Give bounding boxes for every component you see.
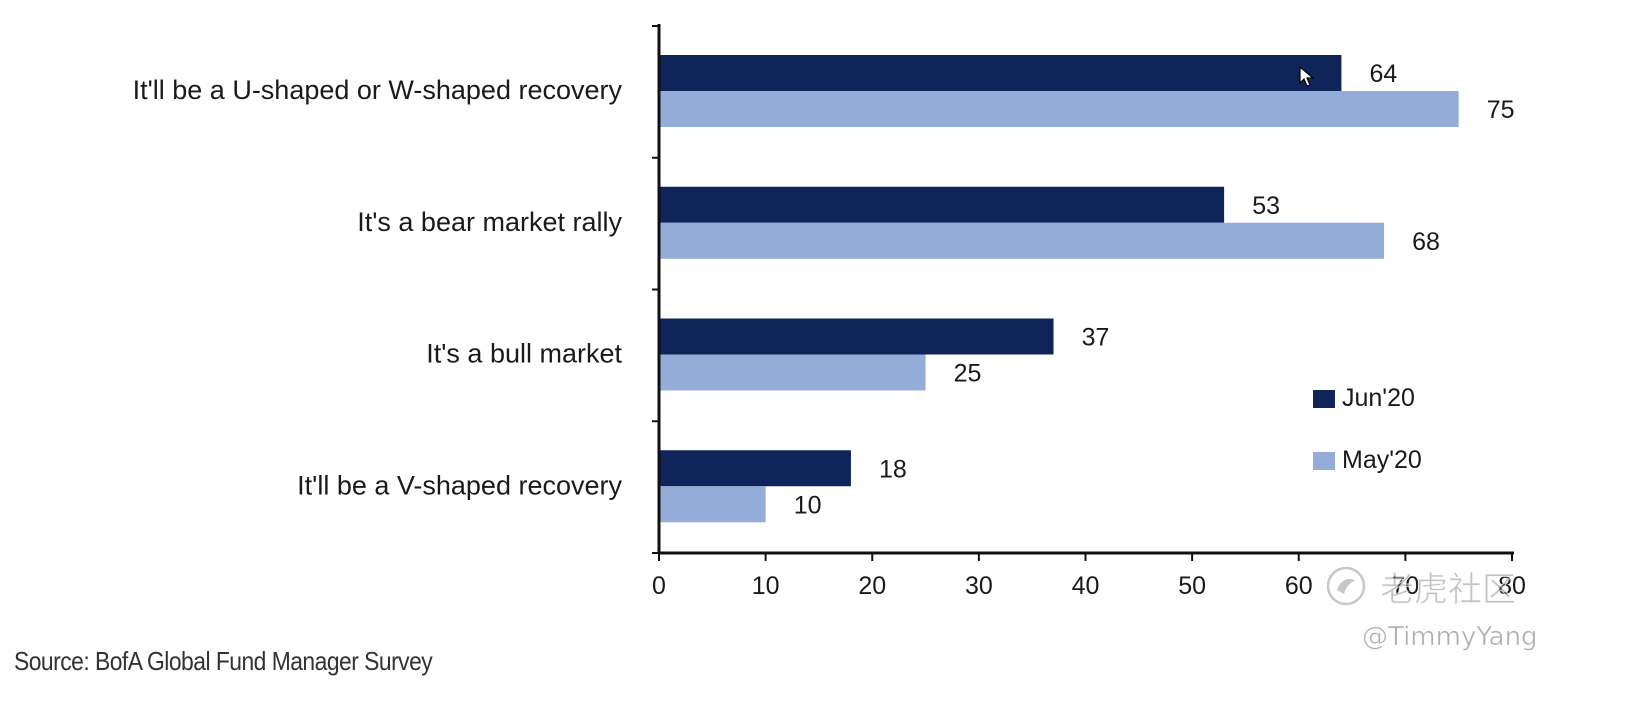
data-label: 64 [1369,60,1397,88]
x-tick-label: 40 [1072,572,1100,600]
data-label: 53 [1252,192,1280,220]
source-note: Source: BofA Global Fund Manager Survey [14,646,433,676]
category-label: It'll be a V-shaped recovery [297,470,622,500]
legend: Jun'20 May'20 [1313,384,1422,474]
legend-label: May'20 [1342,446,1422,474]
x-tick-label: 50 [1178,572,1206,600]
axes [652,24,1514,561]
bars [660,55,1459,523]
data-label: 75 [1487,96,1515,124]
data-label: 25 [954,360,982,388]
x-tick-label: 30 [965,572,993,600]
bar [660,186,1225,223]
x-tick-label: 10 [752,572,780,600]
data-label: 68 [1412,228,1440,256]
watermark-logo-icon [1326,566,1366,606]
bar [660,354,926,391]
category-label: It's a bear market rally [357,207,622,237]
bar [660,450,851,487]
watermark-user: @TimmyYang [1362,622,1538,653]
watermark-text: 老虎社区 [1380,570,1517,611]
x-tick-label: 80 [1498,572,1526,600]
category-labels: It'll be a U-shaped or W-shaped recovery… [133,75,623,500]
bar [660,55,1342,91]
bar [660,486,766,523]
x-tick-label: 0 [652,572,666,600]
bar [660,318,1054,355]
data-label: 10 [794,491,822,519]
x-tick-label: 70 [1391,572,1419,600]
bar [660,222,1385,259]
data-label: 37 [1082,324,1110,352]
x-tick-label: 20 [858,572,886,600]
mouse-cursor-icon [1299,66,1315,87]
x-tick-labels: 0 10 20 30 40 50 60 70 80 [652,572,1526,600]
legend-label: Jun'20 [1342,384,1415,412]
data-label: 18 [879,455,907,483]
legend-swatch [1313,390,1335,408]
legend-swatch [1313,452,1335,470]
category-label: It'll be a U-shaped or W-shaped recovery [133,75,623,105]
data-labels: 64 75 53 68 37 25 18 10 [794,60,1515,519]
bar [660,91,1459,127]
x-tick-label: 60 [1285,572,1313,600]
category-label: It's a bull market [426,339,622,369]
